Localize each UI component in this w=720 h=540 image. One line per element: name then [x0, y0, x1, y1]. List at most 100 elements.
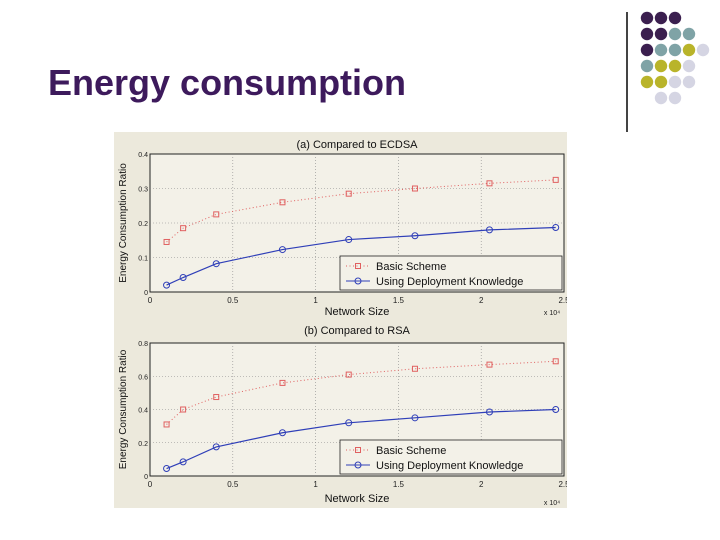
y-tick-label: 0.2 [138, 221, 148, 228]
x-tick-label: 2.5 [558, 480, 567, 489]
decor-dot [654, 91, 668, 105]
y-tick-label: 0.2 [138, 441, 148, 448]
data-point-square [163, 421, 170, 428]
decor-dot [668, 91, 682, 105]
x-tick-label: 0 [148, 480, 153, 489]
decor-dot [682, 75, 696, 89]
data-point-circle [179, 458, 187, 466]
data-point-square [486, 361, 493, 368]
decor-dot [654, 59, 668, 73]
decor-dot [682, 59, 696, 73]
series-line-2 [166, 408, 556, 470]
x-tick-label: 2.5 [558, 296, 567, 305]
legend-marker-circle [354, 461, 362, 469]
data-point-circle [179, 274, 187, 282]
legend-label: Basic Scheme [376, 261, 446, 273]
legend: Basic Scheme Using Deployment Knowledge [339, 439, 563, 475]
data-point-square [345, 190, 352, 197]
data-point-square [163, 238, 170, 245]
decor-dot [640, 11, 654, 25]
decorative-dot-grid [640, 11, 710, 105]
decor-dot [640, 59, 654, 73]
y-tick-label: 0 [144, 474, 148, 481]
decor-dot [654, 43, 668, 57]
x-tick-label: 2 [479, 480, 484, 489]
decor-dot [640, 27, 654, 41]
chart-title: (a) Compared to ECDSA [296, 139, 418, 151]
chart-panel-1: (a) Compared to ECDSA 0 0.1 0.2 0.3 0.4 0 0.5 1 1… [118, 139, 567, 318]
data-point-circle [278, 429, 286, 437]
x-tick-label: 0.5 [227, 480, 239, 489]
y-axis-label: Energy Consumption Ratio [118, 163, 129, 283]
data-point-square [213, 394, 220, 401]
decor-dot [640, 75, 654, 89]
legend-label: Using Deployment Knowledge [376, 276, 523, 288]
x-multiplier-label: x 10⁴ [544, 310, 560, 317]
legend-label: Using Deployment Knowledge [376, 460, 523, 472]
y-tick-label: 0.8 [138, 341, 148, 348]
data-point-square [345, 371, 352, 378]
y-tick-label: 0.4 [138, 152, 148, 159]
data-point-square [180, 406, 187, 413]
y-tick-label: 0 [144, 290, 148, 297]
data-point-circle [212, 443, 220, 451]
data-point-circle [212, 260, 220, 268]
decor-dot [668, 75, 682, 89]
x-tick-label: 0.5 [227, 296, 239, 305]
chart-title: (b) Compared to RSA [304, 325, 410, 337]
x-tick-label: 1.5 [393, 296, 405, 305]
data-point-circle [411, 232, 419, 240]
legend: Basic Scheme Using Deployment Knowledge [339, 255, 563, 291]
data-point-circle [552, 223, 560, 231]
decor-dot [640, 43, 654, 57]
decor-dot [668, 59, 682, 73]
legend-label: Basic Scheme [376, 445, 446, 457]
y-tick-label: 0.1 [138, 256, 148, 263]
data-point-circle [345, 236, 353, 244]
data-point-circle [485, 408, 493, 416]
slide-title: Energy consumption [48, 62, 407, 103]
legend-marker-circle [354, 277, 362, 285]
data-point-circle [411, 414, 419, 422]
data-point-circle [163, 281, 171, 289]
x-tick-label: 1.5 [393, 480, 405, 489]
data-point-circle [552, 406, 560, 413]
chart-figure: (a) Compared to ECDSA 0 0.1 0.2 0.3 0.4 0 0.5 1 1… [114, 132, 567, 508]
chart-panel-2: (b) Compared to RSA 0 0.2 0.4 0.6 0.8 0 0.5 1 1.5… [118, 325, 567, 507]
x-tick-label: 0 [148, 296, 153, 305]
x-axis-label: Network Size [325, 306, 390, 318]
data-point-square [213, 211, 220, 218]
y-tick-label: 0.3 [138, 187, 148, 194]
data-point-square [411, 365, 418, 372]
x-tick-label: 1 [313, 480, 318, 489]
legend-marker-square [355, 263, 361, 269]
data-point-square [180, 225, 187, 232]
decor-dot [696, 43, 710, 57]
x-multiplier-label: x 10⁴ [544, 500, 560, 507]
y-tick-label: 0.6 [138, 374, 148, 381]
legend-marker-square [355, 447, 361, 453]
legend-box [339, 439, 563, 475]
data-point-square [486, 180, 493, 187]
decor-dot [654, 11, 668, 25]
y-axis-label: Energy Consumption Ratio [118, 349, 129, 469]
series-line-2 [166, 226, 556, 286]
x-tick-label: 2 [479, 296, 484, 305]
data-point-circle [345, 419, 353, 427]
decor-dot [654, 27, 668, 41]
y-tick-label: 0.4 [138, 408, 148, 415]
x-tick-label: 1 [313, 296, 318, 305]
decor-dot [668, 27, 682, 41]
series-line-1 [166, 360, 556, 425]
data-point-circle [485, 226, 493, 234]
decor-dot [682, 27, 696, 41]
decor-dot [668, 43, 682, 57]
data-point-circle [163, 465, 171, 473]
x-axis-label: Network Size [325, 493, 390, 505]
data-point-square [552, 358, 559, 365]
title-divider-line [626, 12, 628, 132]
decor-dot [668, 11, 682, 25]
legend-box [339, 255, 563, 291]
decor-dot [654, 75, 668, 89]
decor-dot [682, 43, 696, 57]
